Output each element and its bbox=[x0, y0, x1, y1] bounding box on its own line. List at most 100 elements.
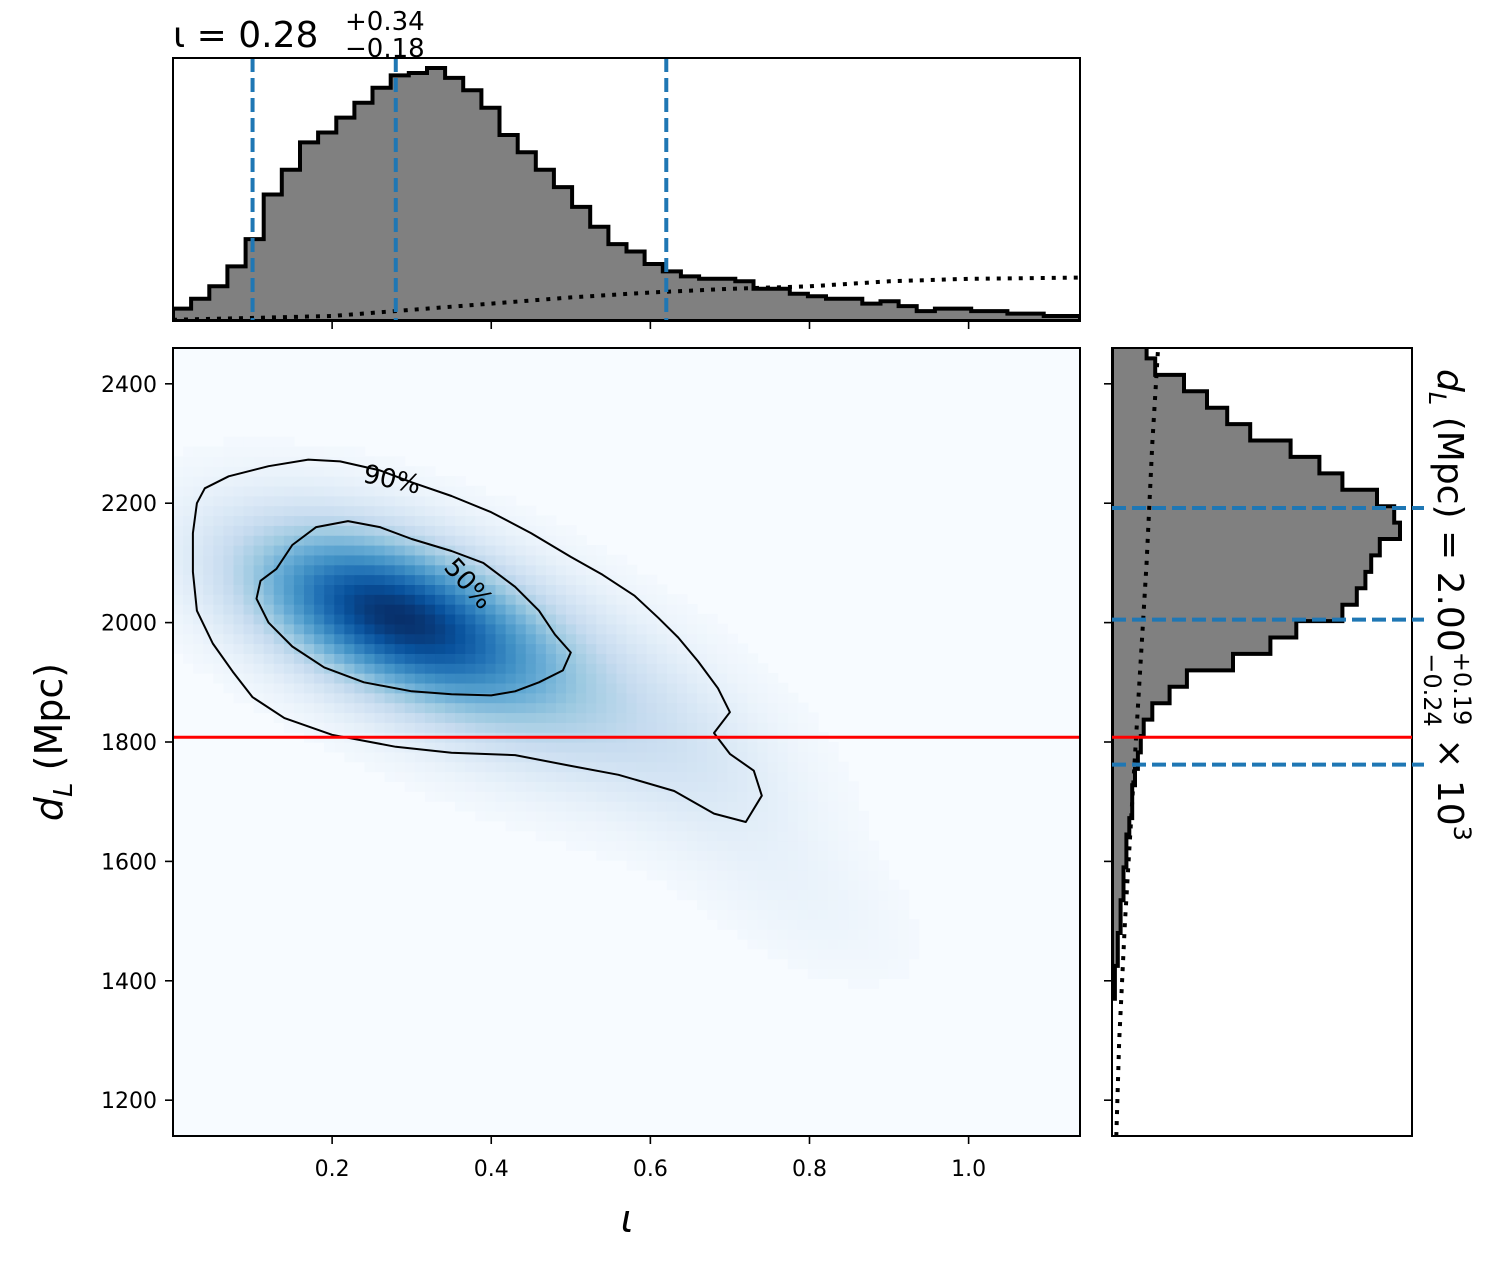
density-cell bbox=[707, 742, 718, 753]
density-cell bbox=[213, 663, 224, 674]
density-cell bbox=[656, 613, 668, 625]
density-cell bbox=[626, 604, 638, 615]
density-cell bbox=[173, 574, 184, 585]
density-cell bbox=[535, 801, 547, 812]
density-cell bbox=[324, 633, 335, 645]
density-cell bbox=[253, 663, 265, 674]
density-cell bbox=[173, 604, 184, 615]
density-cell bbox=[797, 879, 809, 891]
density-cell bbox=[364, 633, 376, 645]
density-cell bbox=[505, 613, 517, 625]
density-cell bbox=[555, 692, 567, 704]
density-cell bbox=[374, 712, 386, 723]
density-cell bbox=[525, 564, 537, 576]
density-cell bbox=[717, 702, 728, 714]
density-cell bbox=[767, 879, 779, 891]
density-cell bbox=[898, 909, 910, 920]
density-cell bbox=[424, 791, 436, 802]
density-cell bbox=[213, 515, 224, 526]
density-cell bbox=[324, 495, 335, 507]
density-cell bbox=[414, 485, 426, 497]
density-cell bbox=[314, 505, 325, 517]
density-cell bbox=[374, 702, 386, 714]
density-cell bbox=[223, 574, 235, 585]
density-cell bbox=[566, 623, 577, 635]
density-cell bbox=[334, 485, 345, 497]
density-cell bbox=[767, 850, 779, 861]
density-cell bbox=[455, 604, 466, 615]
density-cell bbox=[676, 810, 688, 822]
density-cell bbox=[858, 929, 869, 940]
density-cell bbox=[586, 801, 597, 812]
y-tick-label: 1600 bbox=[101, 850, 157, 875]
density-cell bbox=[384, 623, 396, 635]
density-cell bbox=[515, 653, 527, 664]
density-cell bbox=[888, 929, 900, 940]
density-cell bbox=[465, 702, 476, 714]
density-cell bbox=[314, 515, 325, 526]
density-cell bbox=[314, 604, 325, 615]
density-cell bbox=[324, 505, 335, 517]
density-cell bbox=[606, 751, 618, 763]
density-cell bbox=[273, 545, 285, 556]
density-cell bbox=[334, 495, 345, 507]
density-cell bbox=[465, 525, 476, 536]
density-cell bbox=[505, 682, 517, 694]
density-cell bbox=[293, 495, 305, 507]
density-cell bbox=[777, 830, 789, 842]
density-cell bbox=[525, 515, 537, 526]
density-cell bbox=[404, 761, 416, 773]
density-cell bbox=[475, 801, 487, 812]
y-posterior-histogram bbox=[1112, 348, 1402, 1001]
density-cell bbox=[787, 958, 799, 970]
density-cell bbox=[223, 446, 235, 457]
density-cell bbox=[183, 446, 194, 457]
density-cell bbox=[838, 870, 849, 881]
density-cell bbox=[233, 653, 245, 664]
density-cell bbox=[747, 860, 759, 871]
density-cell bbox=[364, 584, 376, 595]
density-cell bbox=[555, 554, 567, 566]
density-cell bbox=[606, 722, 618, 733]
density-cell bbox=[737, 771, 749, 782]
density-cell bbox=[183, 485, 194, 497]
density-cell bbox=[817, 840, 829, 851]
density-cell bbox=[465, 682, 476, 694]
density-cell bbox=[666, 820, 678, 832]
density-cell bbox=[787, 761, 799, 773]
density-cell bbox=[545, 742, 557, 753]
density-cell bbox=[717, 919, 728, 930]
density-cell bbox=[717, 643, 728, 654]
density-cell bbox=[767, 682, 779, 694]
density-cell bbox=[566, 791, 577, 802]
density-cell bbox=[656, 702, 668, 714]
density-cell bbox=[636, 594, 648, 605]
density-cell bbox=[686, 840, 698, 851]
density-cell bbox=[253, 446, 265, 457]
density-cell bbox=[717, 850, 728, 861]
density-cell bbox=[475, 485, 487, 497]
density-cell bbox=[616, 682, 628, 694]
x-symbol: ι bbox=[173, 15, 185, 56]
density-cell bbox=[727, 830, 738, 842]
density-cell bbox=[475, 810, 487, 822]
density-cell bbox=[878, 909, 890, 920]
density-cell bbox=[747, 909, 759, 920]
density-cell bbox=[233, 682, 245, 694]
density-cell bbox=[717, 712, 728, 723]
density-cell bbox=[455, 643, 466, 654]
density-cell bbox=[344, 673, 355, 684]
density-cell bbox=[304, 584, 315, 595]
density-cell bbox=[676, 771, 688, 782]
density-cell bbox=[566, 751, 577, 763]
density-cell bbox=[576, 594, 587, 605]
density-cell bbox=[263, 584, 275, 595]
density-cell bbox=[848, 909, 859, 920]
density-cell bbox=[485, 791, 497, 802]
density-cell bbox=[636, 633, 648, 645]
density-cell bbox=[697, 742, 708, 753]
density-cell bbox=[626, 722, 638, 733]
density-cell bbox=[555, 604, 567, 615]
density-cell bbox=[183, 643, 194, 654]
y-marginal-panel bbox=[1104, 347, 1413, 1137]
